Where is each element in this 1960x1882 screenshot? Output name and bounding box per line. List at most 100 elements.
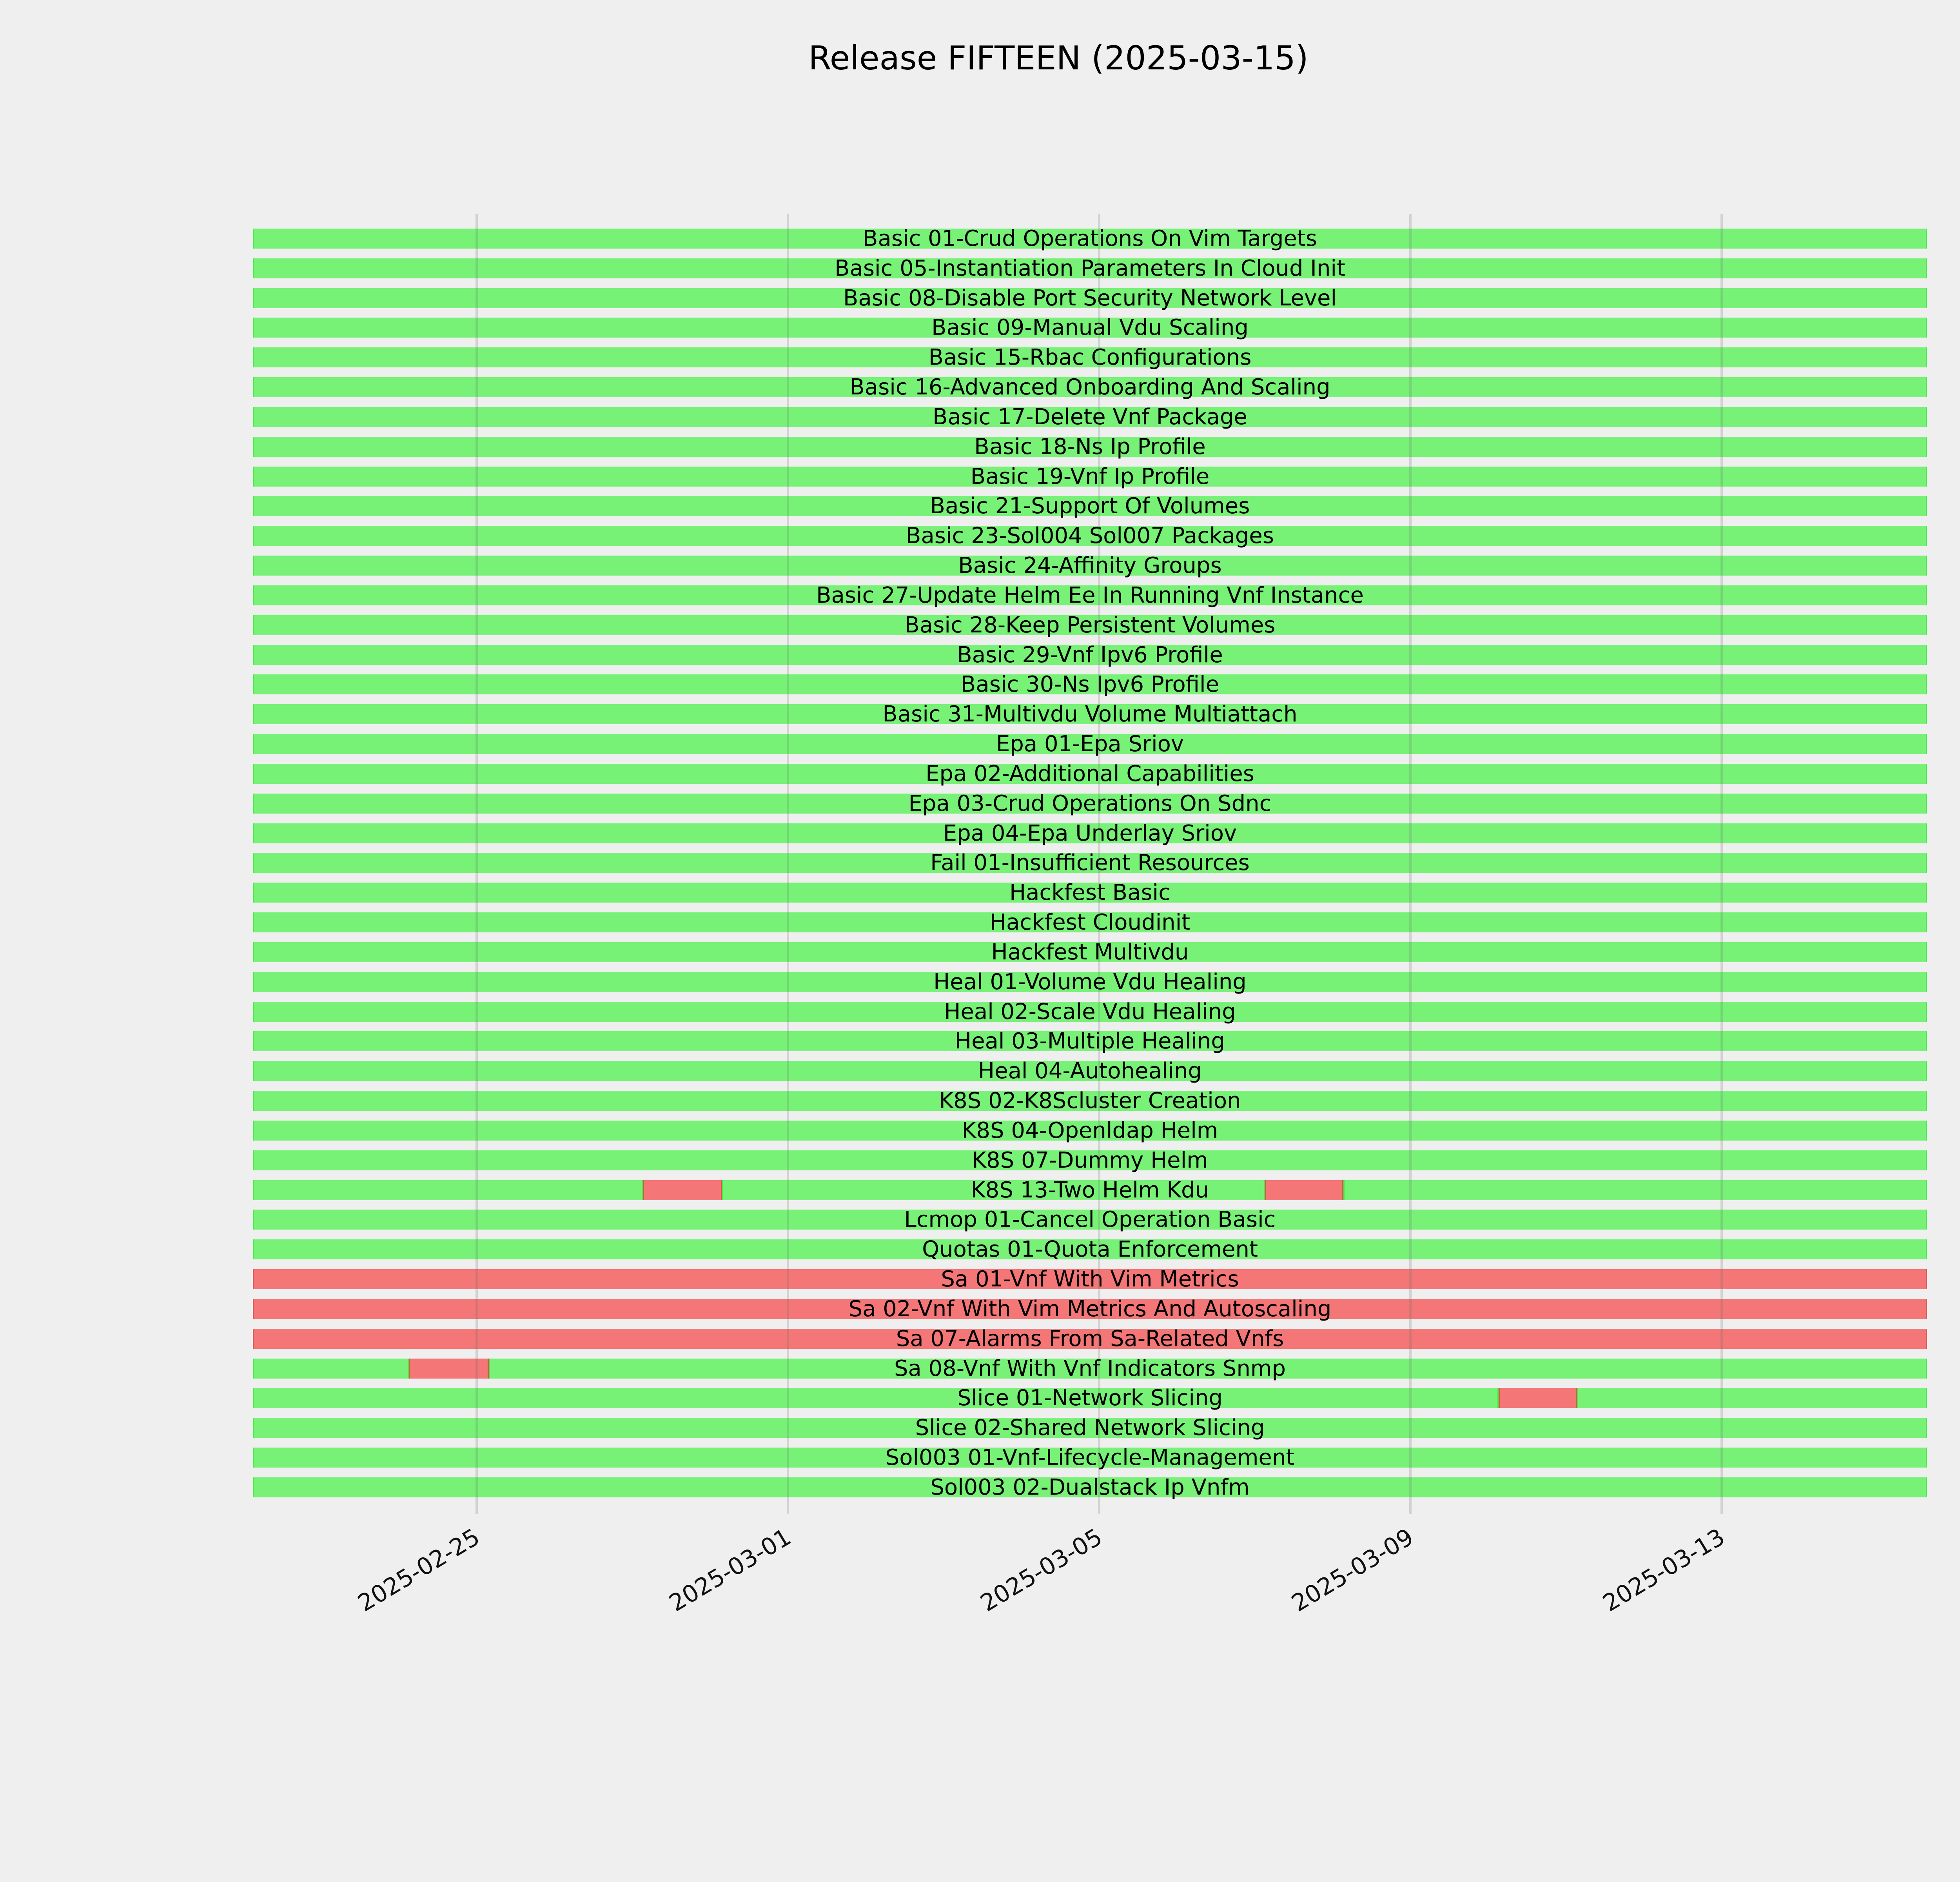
bar-row: Basic 23-Sol004 Sol007 Packages: [253, 523, 1927, 549]
row-label: K8S 02-K8Scluster Creation: [939, 1088, 1241, 1114]
row-label: Lcmop 01-Cancel Operation Basic: [904, 1207, 1276, 1233]
bar-segment-pass: [253, 1358, 409, 1379]
bar-row: Basic 17-Delete Vnf Package: [253, 406, 1927, 428]
bar-segment-pass: [253, 1477, 1927, 1497]
bar-row: K8S 02-K8Scluster Creation: [253, 1088, 1927, 1114]
row-label: Hackfest Cloudinit: [989, 910, 1191, 936]
row-label: Basic 31-Multivdu Volume Multiattach: [882, 701, 1298, 727]
bar-segment-fail: [253, 1299, 1927, 1319]
bar-row: K8S 13-Two Helm Kdu: [253, 1179, 1927, 1201]
row-label: K8S 07-Dummy Helm: [972, 1147, 1208, 1173]
bar-segment-pass: [253, 288, 1927, 308]
bar-row: Heal 02-Scale Vdu Healing: [253, 999, 1927, 1025]
bar-segment-pass: [253, 1120, 1927, 1141]
row-label: Epa 01-Epa Sriov: [996, 731, 1184, 757]
bar-segment-pass: [253, 1061, 1927, 1081]
bar-segment-pass: [253, 615, 1927, 635]
row-label: Heal 02-Scale Vdu Healing: [944, 999, 1236, 1025]
row-label: Basic 08-Disable Port Security Network L…: [843, 285, 1337, 311]
bar-segment-fail: [253, 1269, 1927, 1290]
row-label: Basic 09-Manual Vdu Scaling: [931, 315, 1249, 341]
page-title: Release FIFTEEN (2025-03-15): [808, 39, 1308, 77]
bar-row: Basic 29-Vnf Ipv6 Profile: [253, 642, 1927, 668]
bar-row: Sa 08-Vnf With Vnf Indicators Snmp: [253, 1357, 1927, 1379]
bar-row: Hackfest Cloudinit: [253, 910, 1927, 936]
bar-segment-pass: [253, 704, 1927, 725]
bar-segment-pass: [253, 585, 1927, 605]
bar-segment-pass: [253, 258, 1927, 278]
bar-row: K8S 07-Dummy Helm: [253, 1147, 1927, 1173]
bar-segment-pass: [253, 436, 1927, 457]
bar-segment-fail: [1499, 1388, 1577, 1408]
bar-segment-pass: [253, 1001, 1927, 1022]
bar-row: Slice 02-Shared Network Slicing: [253, 1417, 1927, 1439]
bar-segment-pass: [253, 1239, 1927, 1260]
bar-row: Basic 24-Affinity Groups: [253, 555, 1927, 577]
row-label: Basic 18-Ns Ip Profile: [974, 434, 1206, 460]
bar-row: Sol003 01-Vnf-Lifecycle-Management: [253, 1445, 1927, 1471]
row-label: Basic 23-Sol004 Sol007 Packages: [906, 523, 1274, 549]
row-label: Heal 04-Autohealing: [978, 1058, 1202, 1084]
row-label: Fail 01-Insufficient Resources: [930, 850, 1250, 876]
row-label: Basic 28-Keep Persistent Volumes: [904, 612, 1276, 638]
bar-segment-pass: [253, 1210, 1927, 1230]
bar-row: K8S 04-Openldap Helm: [253, 1119, 1927, 1141]
bar-segment-pass: [253, 377, 1927, 398]
bar-row: Basic 28-Keep Persistent Volumes: [253, 612, 1927, 638]
bar-segment-pass: [253, 1418, 1927, 1438]
bar-row: Epa 02-Additional Capabilities: [253, 761, 1927, 787]
bar-segment-pass: [253, 734, 1927, 754]
bar-segment-pass: [253, 556, 1927, 576]
bar-segment-pass: [253, 763, 1927, 784]
bar-segment-fail: [409, 1358, 489, 1379]
bar-row: Basic 05-Instantiation Parameters In Clo…: [253, 255, 1927, 281]
bar-row: Basic 16-Advanced Onboarding And Scaling: [253, 376, 1927, 398]
bar-row: Basic 21-Support Of Volumes: [253, 495, 1927, 517]
bar-row: Basic 19-Vnf Ip Profile: [253, 463, 1927, 489]
row-label: Sol003 01-Vnf-Lifecycle-Management: [885, 1445, 1295, 1471]
bar-row: Basic 08-Disable Port Security Network L…: [253, 285, 1927, 311]
row-label: Epa 03-Crud Operations On Sdnc: [908, 790, 1272, 816]
bar-segment-pass: [253, 1091, 1927, 1111]
bar-segment-pass: [253, 942, 1927, 962]
bar-row: Lcmop 01-Cancel Operation Basic: [253, 1207, 1927, 1233]
bar-segment-pass: [253, 407, 1927, 427]
row-label: Sa 02-Vnf With Vim Metrics And Autoscali…: [848, 1296, 1332, 1322]
row-label: Sol003 02-Dualstack Ip Vnfm: [930, 1474, 1250, 1500]
bar-row: Slice 01-Network Slicing: [253, 1387, 1927, 1409]
row-label: Basic 19-Vnf Ip Profile: [970, 463, 1210, 489]
row-label: Epa 04-Epa Underlay Sriov: [943, 820, 1237, 846]
bar-row: Basic 09-Manual Vdu Scaling: [253, 315, 1927, 341]
row-label: Basic 29-Vnf Ipv6 Profile: [957, 642, 1223, 668]
bar-segment-pass: [253, 1150, 1927, 1170]
bar-row: Basic 31-Multivdu Volume Multiattach: [253, 701, 1927, 727]
bar-segment-pass: [253, 496, 1927, 516]
x-tick-label: 2025-03-05: [976, 1523, 1107, 1617]
bar-row: Basic 18-Ns Ip Profile: [253, 434, 1927, 460]
bar-row: Epa 04-Epa Underlay Sriov: [253, 820, 1927, 846]
row-label: Hackfest Multivdu: [991, 939, 1189, 965]
row-label: Basic 05-Instantiation Parameters In Clo…: [835, 255, 1345, 281]
bar-row: Hackfest Basic: [253, 882, 1927, 904]
bar-segment-pass: [253, 318, 1927, 338]
row-label: Epa 02-Additional Capabilities: [926, 761, 1254, 787]
bar-row: Heal 03-Multiple Healing: [253, 1030, 1927, 1052]
bar-segment-pass: [489, 1358, 1927, 1379]
bar-segment-pass: [253, 823, 1927, 843]
bar-segment-pass: [253, 1388, 1499, 1408]
row-label: Sa 07-Alarms From Sa-Related Vnfs: [896, 1326, 1284, 1352]
bar-segment-pass: [253, 229, 1927, 249]
bar-row: Sa 01-Vnf With Vim Metrics: [253, 1266, 1927, 1292]
bar-segment-pass: [253, 912, 1927, 933]
bar-row: Fail 01-Insufficient Resources: [253, 850, 1927, 876]
bar-segment-pass: [253, 1180, 643, 1200]
row-label: Basic 30-Ns Ipv6 Profile: [960, 672, 1220, 698]
x-tick-label: 2025-03-13: [1598, 1523, 1730, 1617]
bar-row: Basic 01-Crud Operations On Vim Targets: [253, 228, 1927, 250]
bar-segment-pass: [253, 645, 1927, 665]
bar-segment-pass: [253, 883, 1927, 903]
bar-segment-pass: [722, 1180, 1265, 1200]
bar-segment-pass: [253, 1031, 1927, 1052]
row-label: Sa 01-Vnf With Vim Metrics: [941, 1266, 1239, 1292]
x-tick-label: 2025-03-09: [1287, 1523, 1419, 1617]
